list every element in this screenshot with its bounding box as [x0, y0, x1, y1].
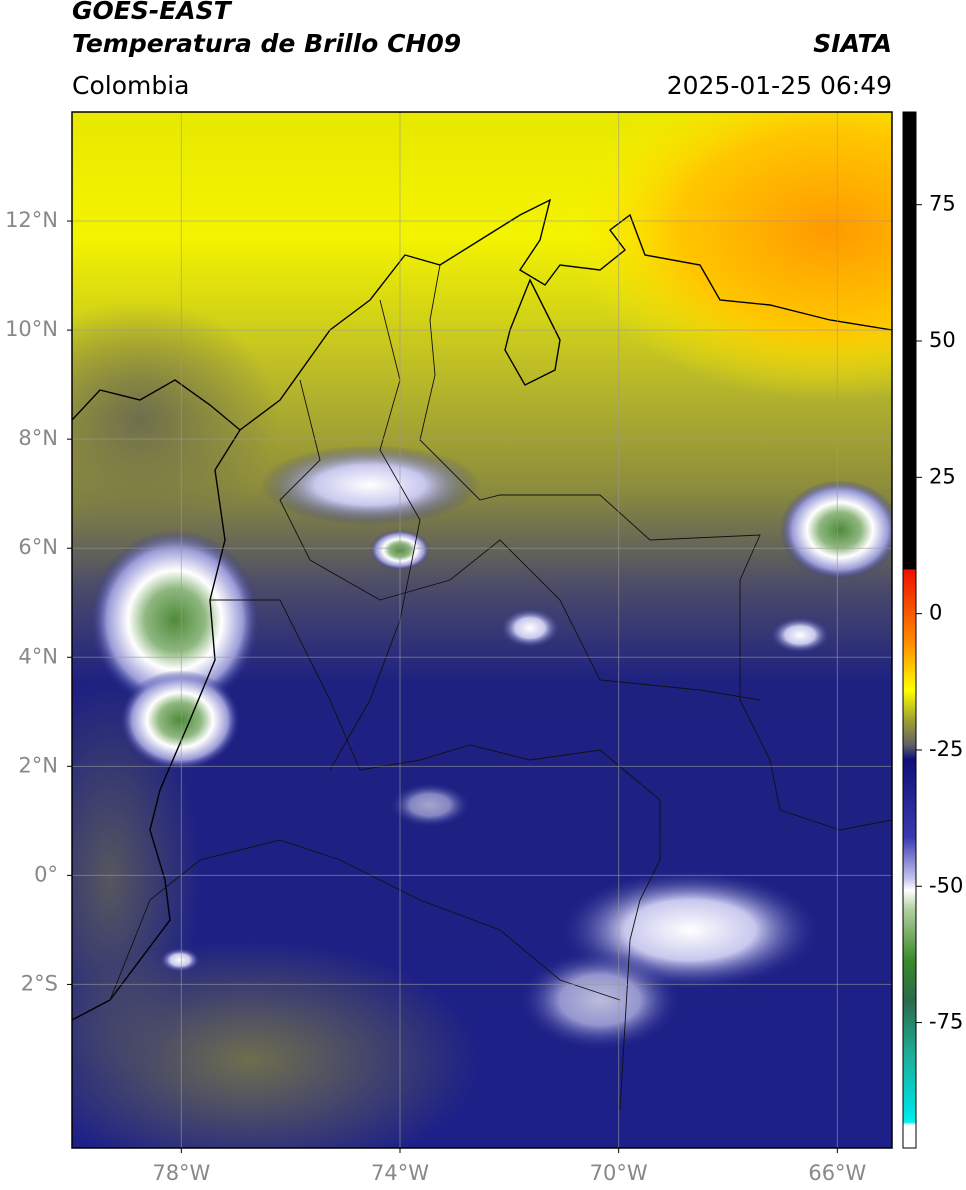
- lat-tick-label: 10°N: [5, 317, 58, 341]
- source: SIATA: [813, 29, 892, 58]
- colorbar-tick-label: -25: [929, 737, 963, 761]
- satellite-image: [72, 112, 892, 1148]
- lon-tick-label: 66°W: [808, 1161, 866, 1185]
- lon-tick-label: 78°W: [152, 1161, 210, 1185]
- colorbar-tick-label: 25: [929, 464, 956, 488]
- map-frame: [71, 111, 893, 1149]
- colorbar-tick-label: -50: [929, 873, 963, 897]
- colorbar-tick-label: 75: [929, 192, 956, 216]
- subtitle: Temperatura de Brillo CH09: [72, 29, 461, 58]
- lat-tick-label: 2°S: [21, 971, 58, 995]
- lat-tick-label: 8°N: [18, 426, 58, 450]
- colorbar: [902, 111, 917, 1149]
- title: GOES-EAST: [72, 0, 233, 25]
- graticule: [72, 112, 892, 1148]
- colorbar-tick-label: 50: [929, 328, 956, 352]
- lat-tick-label: 2°N: [18, 753, 58, 777]
- lon-tick-label: 70°W: [590, 1161, 648, 1185]
- region: Colombia: [72, 71, 189, 100]
- lat-tick-label: 6°N: [18, 535, 58, 559]
- lon-tick-label: 74°W: [371, 1161, 429, 1185]
- lat-tick-label: 0°: [34, 862, 58, 886]
- colorbar-tick-label: -75: [929, 1010, 963, 1034]
- datetime: 2025-01-25 06:49: [667, 71, 892, 100]
- lat-tick-label: 12°N: [5, 208, 58, 232]
- colorbar-tick-label: 0: [929, 601, 942, 625]
- lat-tick-label: 4°N: [18, 644, 58, 668]
